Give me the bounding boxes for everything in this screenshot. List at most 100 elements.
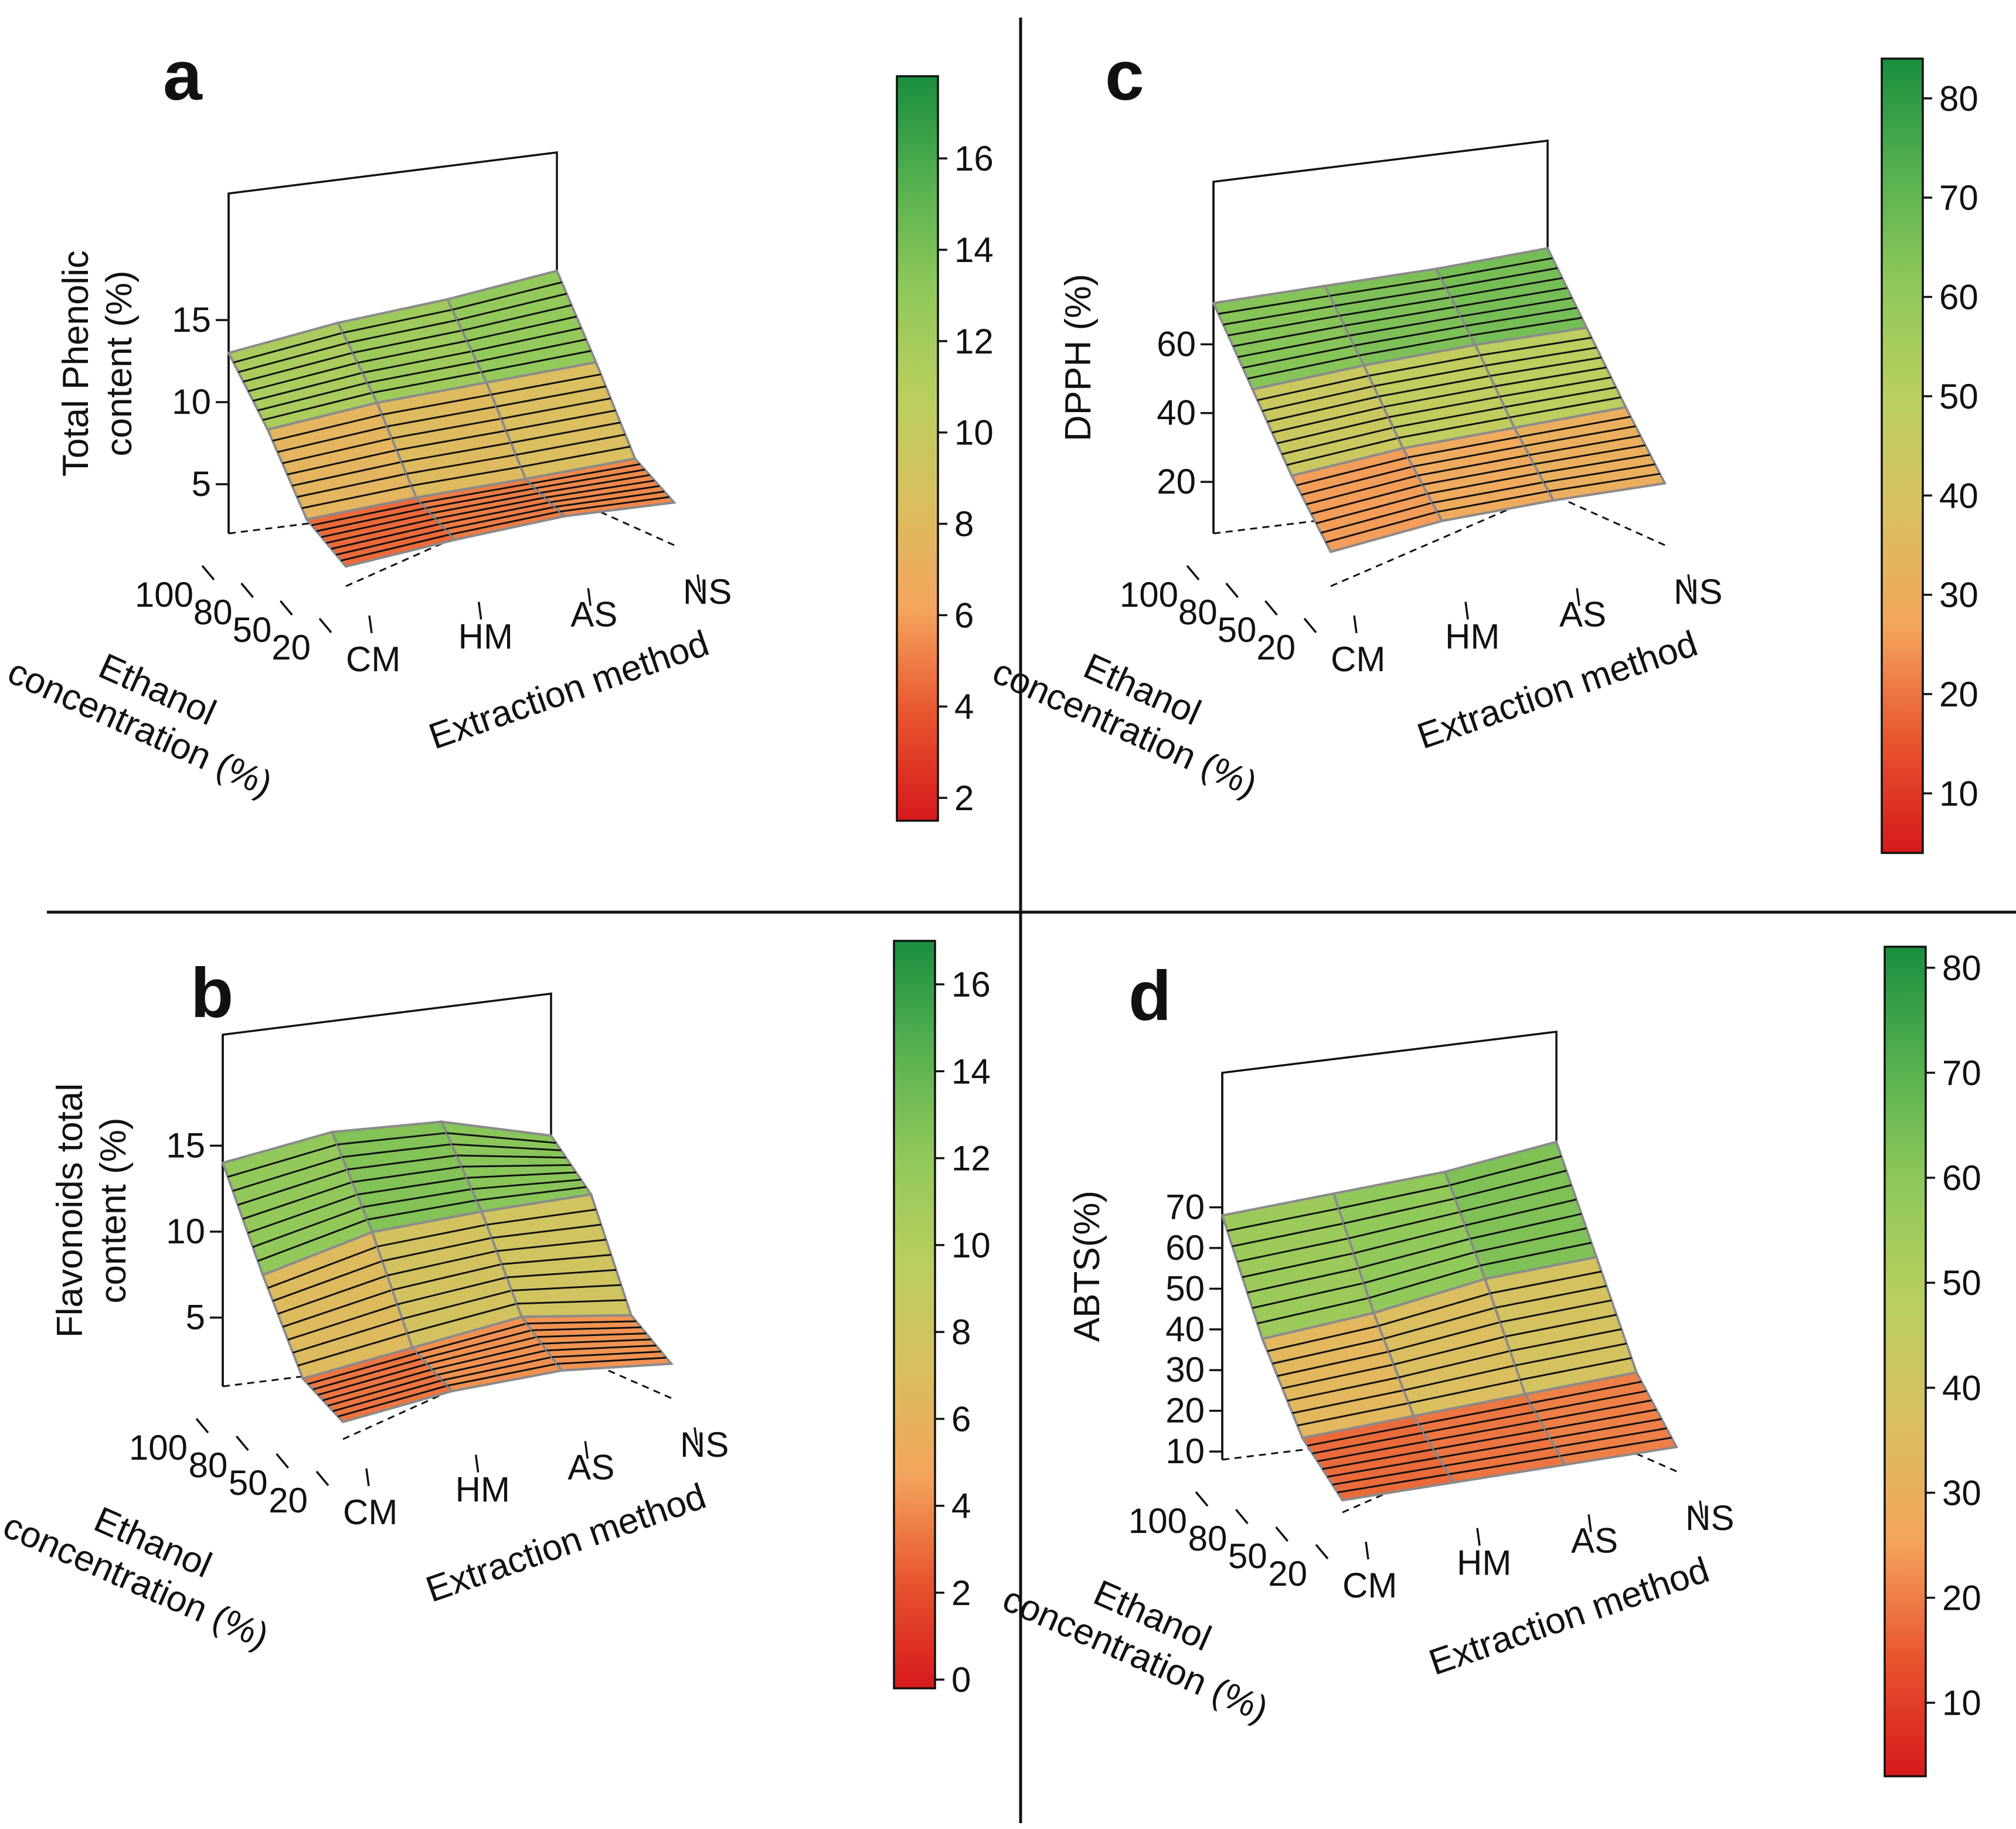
surface-contour-line bbox=[1354, 325, 1466, 346]
surface-contour-line bbox=[545, 480, 655, 499]
surface-contour-line bbox=[1509, 396, 1621, 419]
y-tick-mark bbox=[1699, 1500, 1704, 1519]
x-tick-mark bbox=[276, 1453, 290, 1469]
surface-contour-line bbox=[1555, 1427, 1667, 1449]
surface-contour-line bbox=[1334, 287, 1446, 307]
surface-contour-line bbox=[506, 409, 616, 432]
y-tick-mark bbox=[1576, 588, 1580, 606]
surface-contour-line bbox=[436, 497, 546, 520]
surface-contour-line bbox=[442, 1356, 552, 1381]
surface-contour-line bbox=[521, 446, 631, 468]
surface-contour-line bbox=[386, 406, 497, 427]
z-tick-label: 70 bbox=[1165, 1187, 1205, 1226]
colorbar-tick-label: 12 bbox=[954, 322, 994, 361]
surface-contour-line bbox=[233, 332, 344, 363]
z-axis-title: Flavonoids totalcontent (%) bbox=[50, 1083, 134, 1338]
y-tick-mark bbox=[474, 1454, 480, 1473]
surface-contour-line bbox=[1228, 315, 1340, 336]
surface-contour-line bbox=[1412, 445, 1525, 468]
x-tick-mark bbox=[1225, 582, 1239, 599]
panel-letter-a: a bbox=[163, 36, 203, 115]
surface-contour-line bbox=[1480, 1242, 1592, 1267]
y-tick-mark bbox=[1587, 1514, 1592, 1532]
colorbar-tick-label: 30 bbox=[1942, 1473, 1981, 1512]
surface-contour-line bbox=[1378, 375, 1490, 397]
surface-contour-line bbox=[1422, 463, 1534, 486]
z-axis-title-line: content (%) bbox=[93, 1117, 134, 1303]
surface-contour-line bbox=[1388, 396, 1500, 419]
floor-right-dashed-line bbox=[1547, 491, 1665, 546]
surface-contour-line bbox=[1449, 1455, 1561, 1476]
surface-contour-line bbox=[457, 293, 567, 321]
x-tick-label: 80 bbox=[1178, 593, 1218, 632]
y-tick-label: CM bbox=[346, 640, 400, 679]
surface-contour-line bbox=[372, 371, 482, 394]
floor-back-dashed-line bbox=[1222, 1417, 1557, 1461]
surface-contour-line bbox=[377, 1223, 487, 1247]
surface-contour-line bbox=[1292, 1389, 1404, 1415]
surface-contour-line bbox=[1237, 1237, 1349, 1263]
surface-cell bbox=[1523, 1371, 1679, 1466]
x-tick-mark bbox=[1264, 600, 1278, 616]
surface-contour-line bbox=[1538, 454, 1651, 474]
surface-contour-line bbox=[1276, 416, 1389, 444]
panel-letter-c: c bbox=[1105, 36, 1144, 115]
surface-contour-line bbox=[1388, 1321, 1501, 1353]
y-tick-mark bbox=[693, 1427, 698, 1446]
y-tick-mark bbox=[584, 1441, 589, 1459]
surface-contour-line bbox=[1349, 315, 1461, 336]
surface-contour-line bbox=[1500, 1299, 1612, 1323]
z-tick-label: 20 bbox=[1165, 1391, 1205, 1430]
surface-contour-line bbox=[1460, 1184, 1572, 1213]
surface-contour-line bbox=[1437, 490, 1549, 513]
z-axis-title-line: Flavonoids total bbox=[50, 1083, 90, 1338]
surface-contour-line bbox=[1465, 307, 1578, 327]
colorbar-tick-label: 20 bbox=[1939, 675, 1978, 714]
colorbar-tick-label: 50 bbox=[1939, 377, 1978, 416]
surface-contour-line bbox=[1306, 474, 1418, 505]
y-tick-mark bbox=[1476, 1528, 1481, 1546]
surface-contour-line bbox=[1417, 454, 1529, 477]
surface-contour-line bbox=[357, 340, 467, 364]
surface-contour-line bbox=[352, 329, 463, 354]
surface-contour-line bbox=[461, 1164, 572, 1168]
x-tick-mark bbox=[1235, 1508, 1249, 1525]
surface-contour-line bbox=[526, 1320, 637, 1325]
x-tick-label: 50 bbox=[233, 610, 272, 650]
x-tick-mark bbox=[240, 582, 254, 599]
surface-contour-line bbox=[262, 392, 373, 421]
surface-contour-line bbox=[450, 511, 560, 536]
surface-contour-line bbox=[327, 1374, 438, 1407]
surface-contour-line bbox=[287, 449, 397, 475]
surface-contour-line bbox=[1480, 336, 1592, 356]
surface-contour-line bbox=[277, 1274, 388, 1315]
surface-contour-line bbox=[297, 1332, 408, 1367]
surface-contour-line bbox=[1286, 437, 1399, 466]
colorbar bbox=[1884, 946, 1927, 1777]
floor-diagonal-dashed-line bbox=[1330, 491, 1548, 587]
surface-contour-line bbox=[331, 523, 441, 550]
y-tick-label: AS bbox=[1559, 594, 1606, 634]
surface-contour-line bbox=[1378, 1292, 1491, 1327]
surface-contour-line bbox=[1398, 416, 1510, 439]
surface-contour-line bbox=[430, 492, 540, 515]
colorbar-tick-label: 10 bbox=[1939, 774, 1978, 813]
surface-contour-line bbox=[238, 342, 348, 373]
z-tick-label: 60 bbox=[1165, 1228, 1205, 1267]
surface-contour-line bbox=[407, 1303, 517, 1334]
surface-contour-line bbox=[535, 468, 645, 489]
x-tick-label: 50 bbox=[229, 1463, 268, 1502]
colorbar-tick-label: 30 bbox=[1939, 576, 1978, 615]
surface-contour-line bbox=[1330, 277, 1442, 297]
colorbar-tick-label: 8 bbox=[951, 1313, 971, 1352]
surface-contour-line bbox=[257, 382, 368, 412]
surface-contour-line bbox=[392, 417, 502, 440]
z-axis-title-line: ABTS(%) bbox=[1067, 1191, 1107, 1342]
surface-contour-line bbox=[1490, 356, 1602, 377]
y-tick-mark bbox=[477, 601, 482, 620]
z-tick-label: 50 bbox=[1165, 1269, 1205, 1308]
surface-contour-line bbox=[321, 512, 431, 538]
surface-contour-line bbox=[272, 413, 383, 442]
surface-contour-line bbox=[326, 518, 436, 544]
x-tick-label: 20 bbox=[271, 628, 311, 667]
